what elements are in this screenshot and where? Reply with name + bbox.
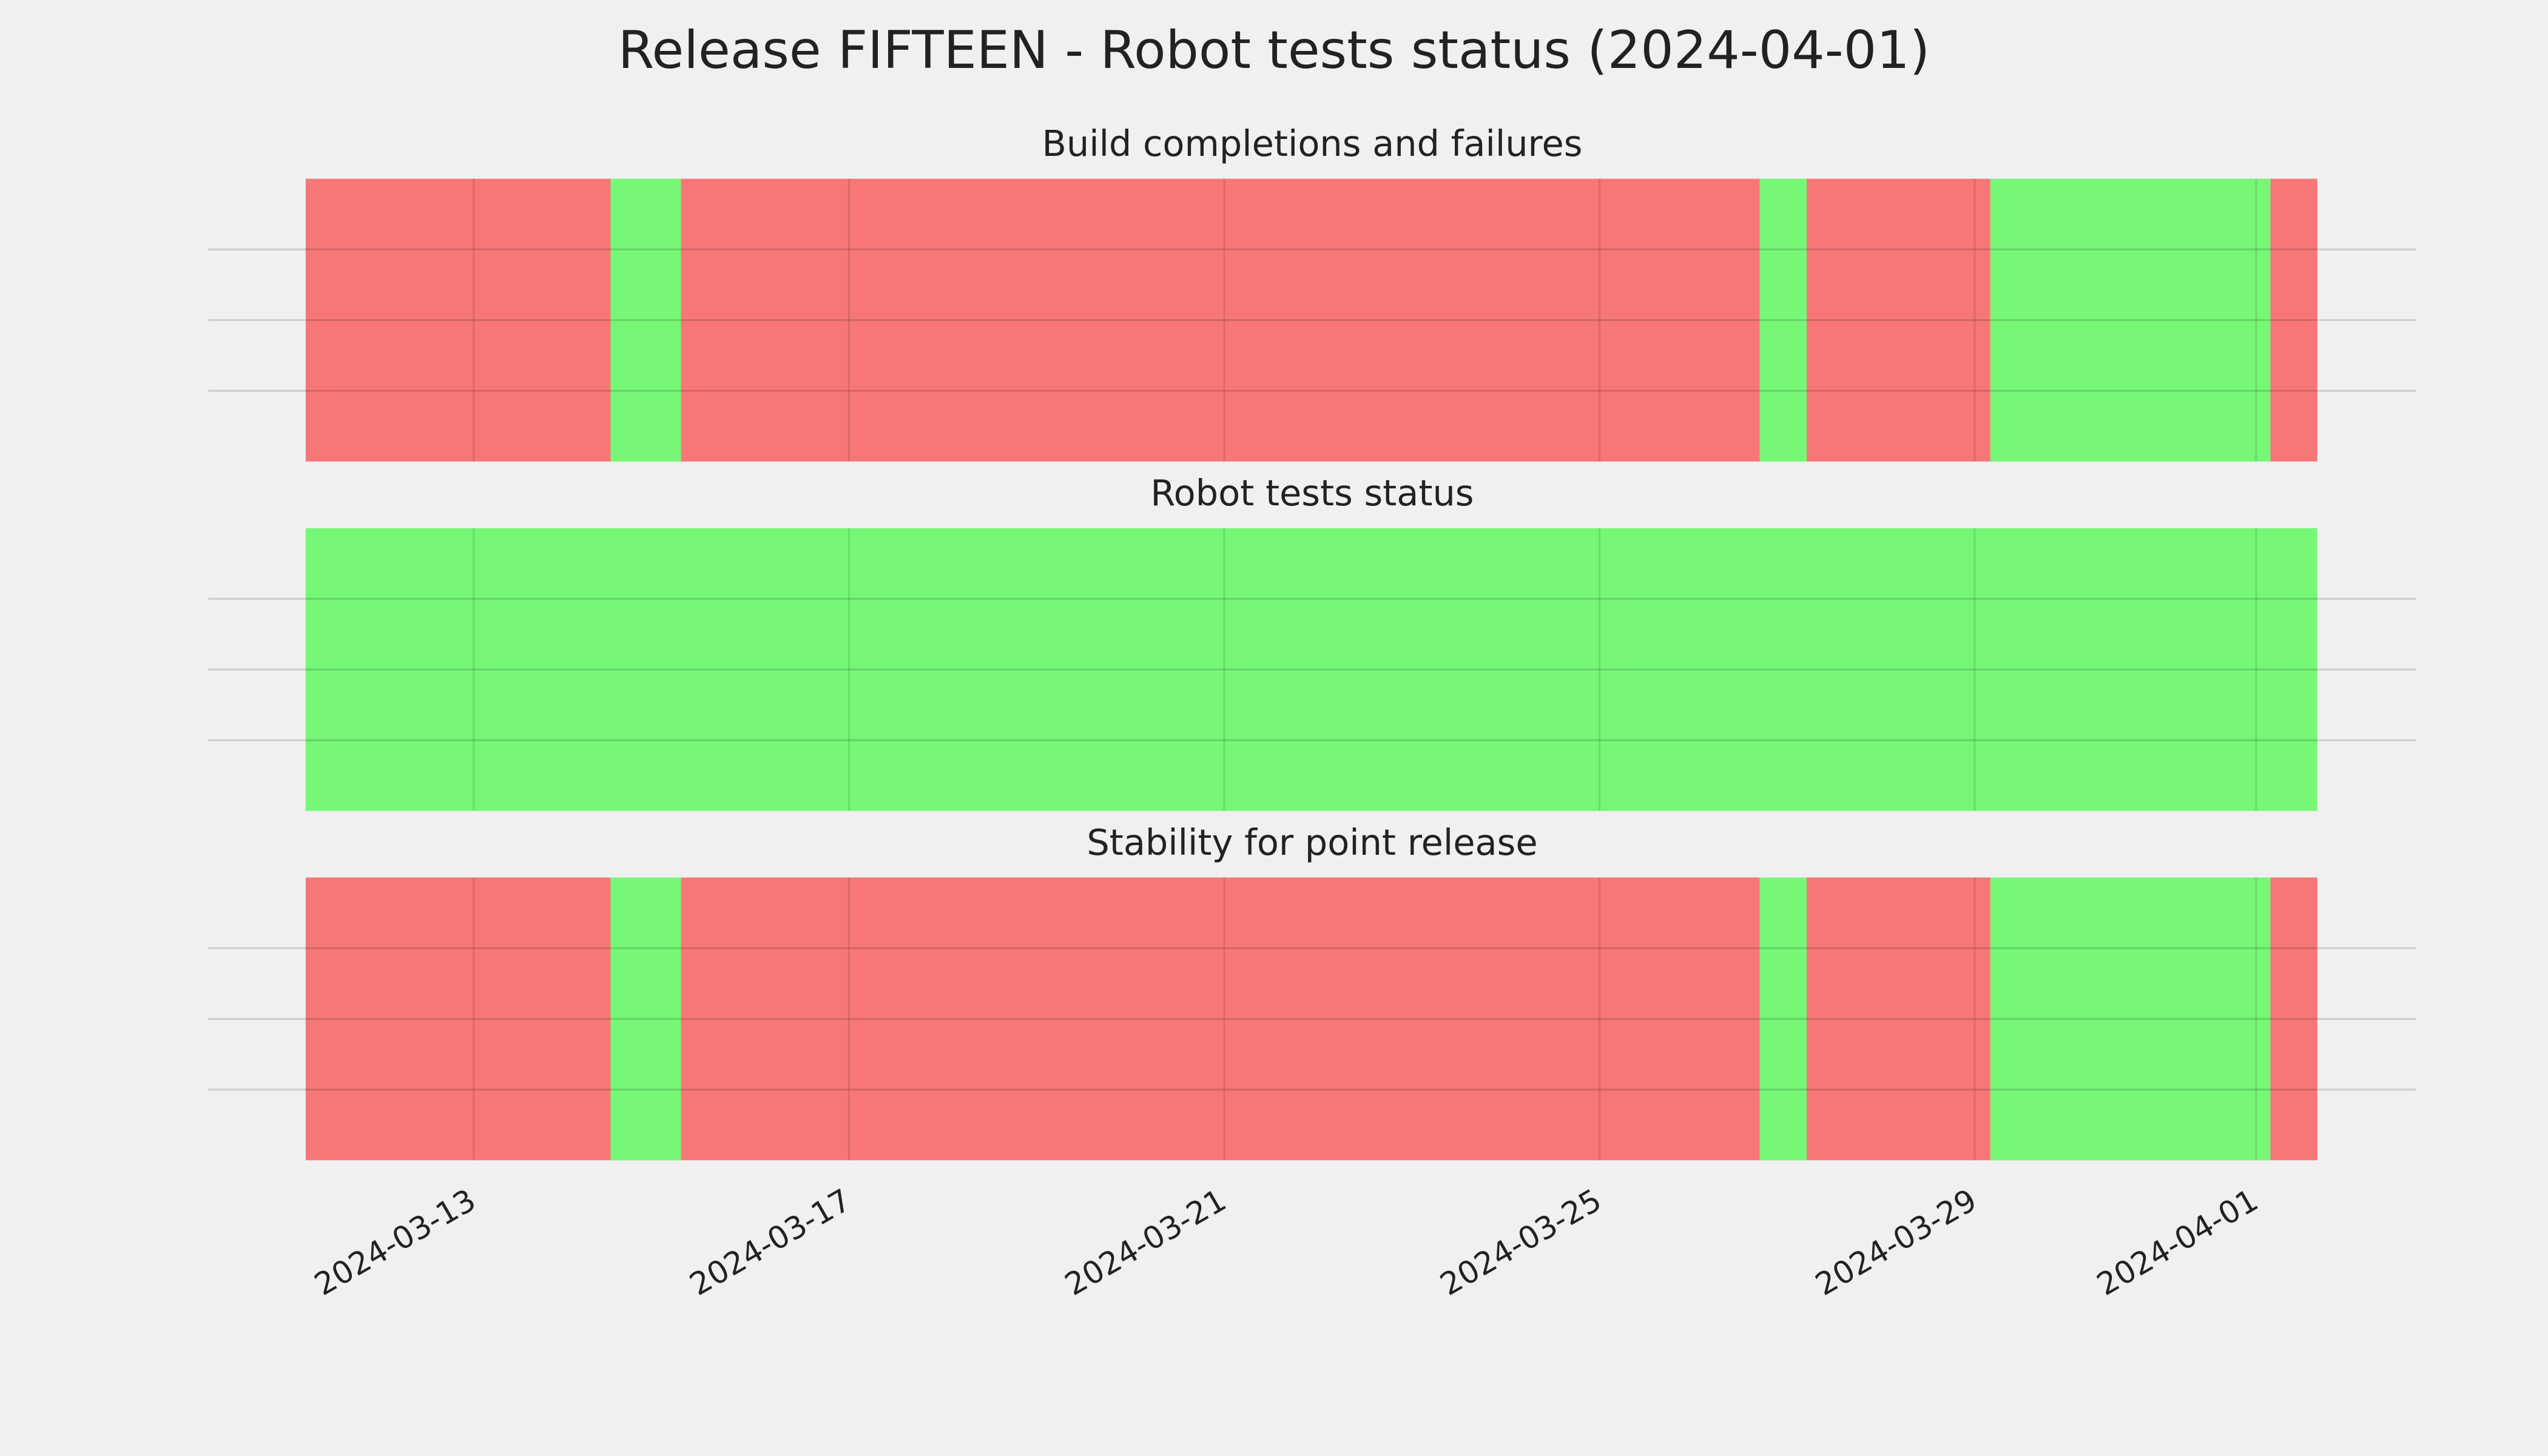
status-band <box>2270 877 2317 1161</box>
status-band <box>1806 178 1990 462</box>
subplot-title: Robot tests status <box>1150 472 1474 514</box>
x-tick-label: 2024-03-17 <box>684 1182 857 1303</box>
subplot-title: Build completions and failures <box>1042 123 1582 164</box>
x-tick-label: 2024-04-01 <box>2091 1182 2265 1303</box>
status-band <box>681 178 1760 462</box>
subplot-title: Stability for point release <box>1087 821 1537 863</box>
status-band <box>1759 877 1807 1161</box>
status-band <box>305 178 611 462</box>
x-tick-label: 2024-03-29 <box>1810 1182 1983 1303</box>
status-band <box>610 178 681 462</box>
status-band <box>1759 178 1807 462</box>
status-band <box>610 877 681 1161</box>
figure-title: Release FIFTEEN - Robot tests status (20… <box>618 20 1930 81</box>
status-band <box>2270 178 2317 462</box>
status-band <box>305 528 2317 811</box>
status-band <box>681 877 1760 1161</box>
status-band <box>1990 877 2271 1161</box>
x-tick-label: 2024-03-13 <box>309 1182 482 1303</box>
x-tick-label: 2024-03-21 <box>1059 1182 1233 1303</box>
status-band <box>1990 178 2271 462</box>
status-band <box>305 877 611 1161</box>
x-tick-label: 2024-03-25 <box>1434 1182 1608 1303</box>
status-band <box>1806 877 1990 1161</box>
